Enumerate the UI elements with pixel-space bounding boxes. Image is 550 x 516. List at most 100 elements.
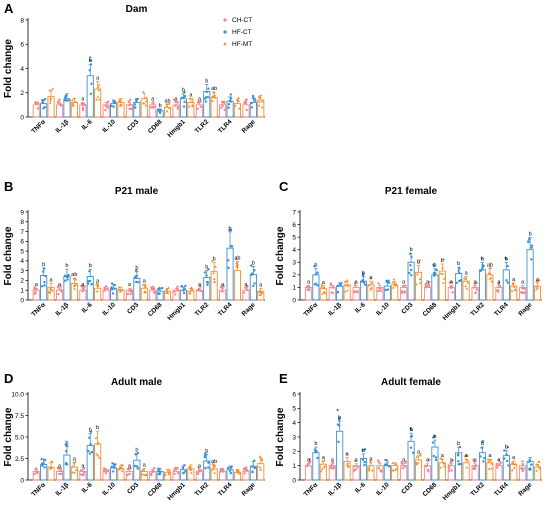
y-tick-label: 2 — [20, 90, 24, 97]
data-point-ch-ct — [106, 107, 108, 109]
data-point-hf-ct — [250, 102, 252, 104]
data-point-hf-ct — [207, 466, 209, 468]
data-point-hf-ct — [157, 467, 159, 469]
x-tick-label-hmgb1: Hmgb1 — [166, 481, 187, 502]
significance-label: a — [50, 277, 54, 283]
data-point-hf-mt — [190, 286, 193, 288]
data-point-ch-ct — [448, 470, 450, 472]
data-point-ch-ct — [173, 468, 175, 470]
data-point-hf-ct — [432, 441, 434, 443]
data-point-hf-ct — [89, 69, 91, 71]
data-point-hf-mt — [488, 467, 491, 469]
x-tick-label-il6: IL-6 — [354, 301, 367, 314]
y-tick-label: 6 — [292, 222, 296, 229]
data-point-hf-mt — [371, 469, 374, 471]
significance-label: a — [35, 282, 39, 288]
data-point-hf-ct — [387, 281, 389, 283]
data-point-ch-ct — [377, 290, 379, 292]
data-point-ch-ct — [174, 293, 176, 295]
significance-label: a — [81, 97, 85, 103]
significance-label: b — [362, 448, 365, 454]
data-point-hf-ct — [316, 284, 318, 286]
significance-label: b — [205, 78, 208, 84]
data-point-ch-ct — [401, 290, 403, 292]
bar-hf-mt-il6 — [368, 285, 374, 300]
bar-hf-mt-tlr2 — [211, 272, 217, 300]
data-point-ch-ct — [152, 471, 154, 473]
x-tick-label-il1: IL-1β — [54, 118, 70, 134]
bar-hf-ct-il1 — [64, 455, 70, 480]
significance-label: b — [135, 447, 138, 453]
x-tick-label-il6: IL-6 — [81, 481, 94, 494]
data-point-hf-ct — [41, 463, 43, 465]
significance-label: b — [314, 441, 317, 447]
bar-ch-ct-cd68 — [424, 466, 430, 480]
data-point-hf-ct — [457, 460, 459, 462]
data-point-hf-ct — [227, 106, 229, 108]
data-point-hf-ct — [530, 247, 532, 249]
significance-label: a — [474, 458, 478, 464]
x-tick-label-tlr2: TLR2 — [194, 118, 211, 135]
chart-title: Dam — [126, 4, 148, 15]
data-point-hf-mt — [467, 281, 470, 283]
y-tick-label: 3 — [20, 268, 24, 275]
data-point-hf-ct — [67, 274, 69, 276]
data-point-hf-ct — [412, 452, 414, 454]
significance-label: b — [89, 428, 92, 434]
data-point-hf-ct — [183, 96, 185, 98]
data-point-hf-ct — [87, 280, 89, 282]
data-point-hf-ct — [43, 281, 45, 283]
significance-label: a — [497, 279, 501, 285]
data-point-ch-ct — [36, 101, 38, 103]
data-point-hf-mt — [258, 100, 261, 102]
y-tick-label: 4 — [20, 258, 24, 265]
data-point-hf-ct — [506, 460, 508, 462]
bar-hf-ct-tlr4 — [503, 270, 509, 300]
y-tick-label: 7 — [292, 209, 296, 216]
legend-marker-hf-ct — [223, 30, 226, 33]
data-point-hf-ct — [206, 91, 208, 93]
significance-label: b — [314, 263, 317, 269]
data-point-hf-ct — [113, 288, 115, 290]
data-point-ch-ct — [496, 289, 498, 291]
y-tick-label: 3 — [292, 260, 296, 267]
data-point-ch-ct — [84, 104, 86, 106]
data-point-hf-ct — [314, 450, 316, 452]
data-point-hf-mt — [98, 456, 101, 458]
data-point-hf-ct — [91, 451, 93, 453]
x-tick-label-tlr2: TLR2 — [194, 301, 211, 318]
data-point-hf-ct — [135, 281, 137, 283]
data-point-hf-ct — [482, 266, 484, 268]
data-point-hf-ct — [134, 276, 136, 278]
data-point-hf-ct — [207, 96, 209, 98]
data-point-hf-ct — [252, 285, 254, 287]
data-point-hf-ct — [229, 470, 231, 472]
data-point-hf-ct — [65, 94, 67, 96]
data-point-hf-mt — [75, 101, 78, 103]
data-point-ch-ct — [34, 468, 36, 470]
x-tick-label-il10: IL-10 — [375, 481, 391, 497]
significance-label: a — [465, 271, 469, 277]
significance-label: a — [512, 277, 516, 283]
data-point-hf-mt — [97, 95, 100, 97]
data-point-hf-mt — [121, 469, 124, 471]
y-tick-label: 1 — [292, 463, 296, 470]
bar-ch-ct-tnf — [305, 466, 311, 480]
legend-label-hf-ct: HF-CT — [232, 29, 252, 36]
data-point-hf-mt — [261, 106, 264, 108]
y-tick-label: 8 — [20, 17, 24, 24]
significance-label: ab — [487, 263, 493, 269]
data-point-hf-mt — [487, 460, 490, 462]
bar-hf-mt-cd3 — [141, 288, 147, 300]
data-point-hf-ct — [435, 456, 437, 458]
significance-label: b — [89, 58, 92, 64]
data-point-ch-ct — [330, 464, 332, 466]
significance-label: ab — [211, 459, 217, 465]
data-point-ch-ct — [522, 464, 524, 466]
x-tick-label-cd68: CD68 — [147, 301, 164, 318]
data-point-hf-ct — [111, 282, 113, 284]
significance-label: a — [221, 282, 225, 288]
data-point-hf-ct — [42, 107, 44, 109]
data-point-ch-ct — [475, 464, 477, 466]
